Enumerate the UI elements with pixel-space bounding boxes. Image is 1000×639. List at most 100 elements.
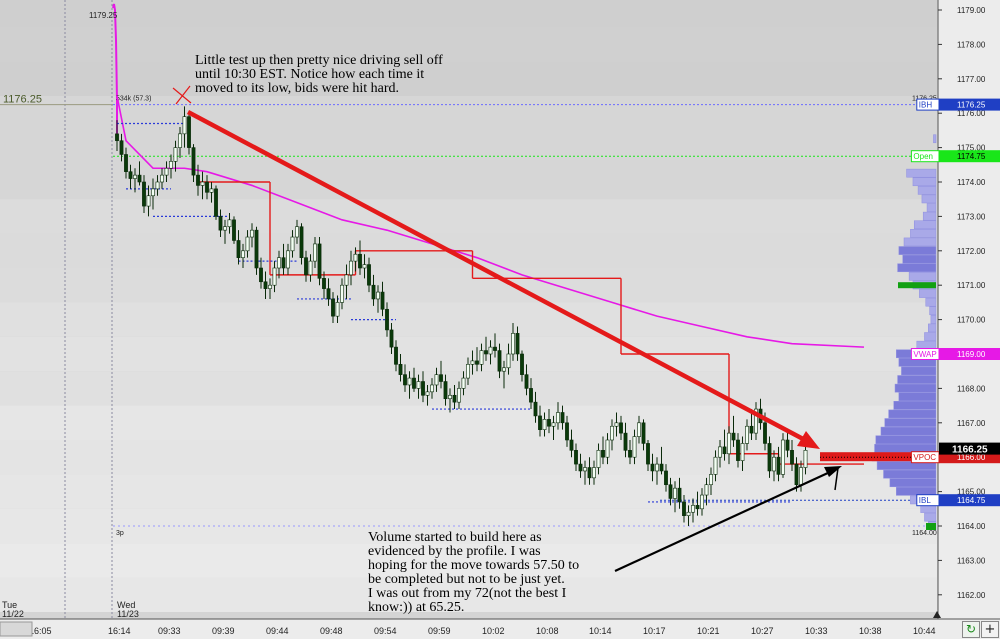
candle-body <box>722 446 727 455</box>
candle-body <box>376 291 380 300</box>
candle-body <box>623 432 628 451</box>
time-axis-panel <box>0 619 1000 639</box>
price-tick-label: 1176.00 <box>957 109 986 118</box>
candle-body <box>362 264 367 269</box>
candle-body <box>479 350 484 365</box>
candle-body <box>380 291 385 310</box>
candle-body <box>691 505 695 513</box>
candle-body <box>574 450 578 465</box>
candle-body <box>781 439 785 475</box>
volume-profile-bar <box>917 186 937 195</box>
candle-body <box>367 264 371 286</box>
zoom-in-button[interactable]: + <box>981 621 999 638</box>
level-name: IBH <box>919 101 933 110</box>
candle-body <box>776 456 781 475</box>
candle-body <box>754 408 758 434</box>
candle-body <box>115 133 119 142</box>
candle-body <box>119 140 124 155</box>
candle-body <box>466 364 470 379</box>
candle-body <box>245 236 250 252</box>
candle-body <box>142 181 146 207</box>
volume-profile-bar <box>906 168 937 178</box>
level-value: 1176.25 <box>957 101 986 110</box>
candle-body <box>182 116 187 135</box>
volume-profile-bar <box>897 375 937 384</box>
candle-body <box>709 474 713 486</box>
candle-body <box>659 463 664 472</box>
candle-body <box>232 219 236 241</box>
volume-profile-bar <box>898 246 937 255</box>
pointer-arrow-line <box>614 471 831 572</box>
volume-profile-bar <box>898 392 937 402</box>
candle-body <box>637 422 641 437</box>
volume-profile-bar <box>874 444 937 453</box>
candle-body <box>250 229 254 238</box>
candle-body <box>524 374 529 389</box>
level-value: 1166.00 <box>957 453 986 462</box>
candle-body <box>173 147 178 162</box>
price-tick-label: 1168.00 <box>957 384 986 393</box>
candle-body <box>313 243 317 262</box>
time-tick-label: 10:21 <box>697 626 720 636</box>
candle-body <box>695 505 700 510</box>
refresh-icon[interactable]: ↻ <box>962 621 980 638</box>
day-date-label: 11/22 <box>2 609 24 619</box>
candle-body <box>335 302 340 317</box>
session-high-label: 534k (57.3) <box>116 96 151 103</box>
candle-body <box>205 181 209 193</box>
candle-body <box>560 412 565 424</box>
candle-body <box>187 116 191 148</box>
trend-arrow-line <box>186 110 807 442</box>
candle-body <box>308 260 313 276</box>
candle-body <box>646 443 650 465</box>
price-tick-label: 1178.00 <box>957 40 986 49</box>
candle-body <box>326 288 331 300</box>
candle-body <box>457 388 461 403</box>
time-tick-label: 10:02 <box>482 626 505 636</box>
candle-body <box>439 374 443 382</box>
candle-body <box>349 260 353 276</box>
price-band <box>0 61 937 96</box>
candle-body <box>403 374 407 386</box>
candle-body <box>425 391 430 396</box>
price-band <box>0 577 937 612</box>
candle-body <box>272 267 277 286</box>
price-tick-label: 1167.00 <box>957 419 986 428</box>
candle-body <box>794 463 799 486</box>
candle-body <box>583 467 587 472</box>
candle-body <box>421 381 425 396</box>
scroll-up-icon <box>933 611 941 618</box>
volume-profile-bar <box>919 289 937 298</box>
candle-body <box>164 167 169 176</box>
candle-body <box>677 487 682 503</box>
volume-profile-bar <box>884 418 937 427</box>
volume-profile-bar <box>902 254 937 264</box>
candle-body <box>146 195 151 207</box>
candle-body <box>556 412 560 424</box>
candle-body <box>133 174 137 179</box>
candle-body <box>727 432 731 455</box>
candle-body <box>731 432 736 441</box>
candle-body <box>511 333 515 355</box>
price-tick-label: 1177.00 <box>957 75 986 84</box>
candle-body <box>475 360 479 365</box>
price-band <box>0 27 937 62</box>
candle-body <box>128 171 133 179</box>
candle-body <box>506 353 511 369</box>
volume-profile-bar <box>894 383 937 393</box>
price-tick-label: 1162.00 <box>957 591 986 600</box>
price-tick-label: 1170.00 <box>957 316 986 325</box>
overnight-high-label: 1179.25 <box>89 11 118 20</box>
volume-profile-bar <box>916 340 937 350</box>
level-value: 1169.00 <box>957 350 986 359</box>
candle-body <box>286 250 290 269</box>
day-label: Wed <box>117 600 135 610</box>
candle-body <box>448 394 452 400</box>
time-tick-label: 16:05 <box>29 626 52 636</box>
candle-body <box>295 226 299 238</box>
candle-body <box>605 439 610 458</box>
volume-profile-bar <box>929 306 937 316</box>
volume-profile-bar <box>897 263 937 273</box>
time-tick-label: 10:38 <box>859 626 882 636</box>
day-date-label: 11/23 <box>117 609 139 619</box>
